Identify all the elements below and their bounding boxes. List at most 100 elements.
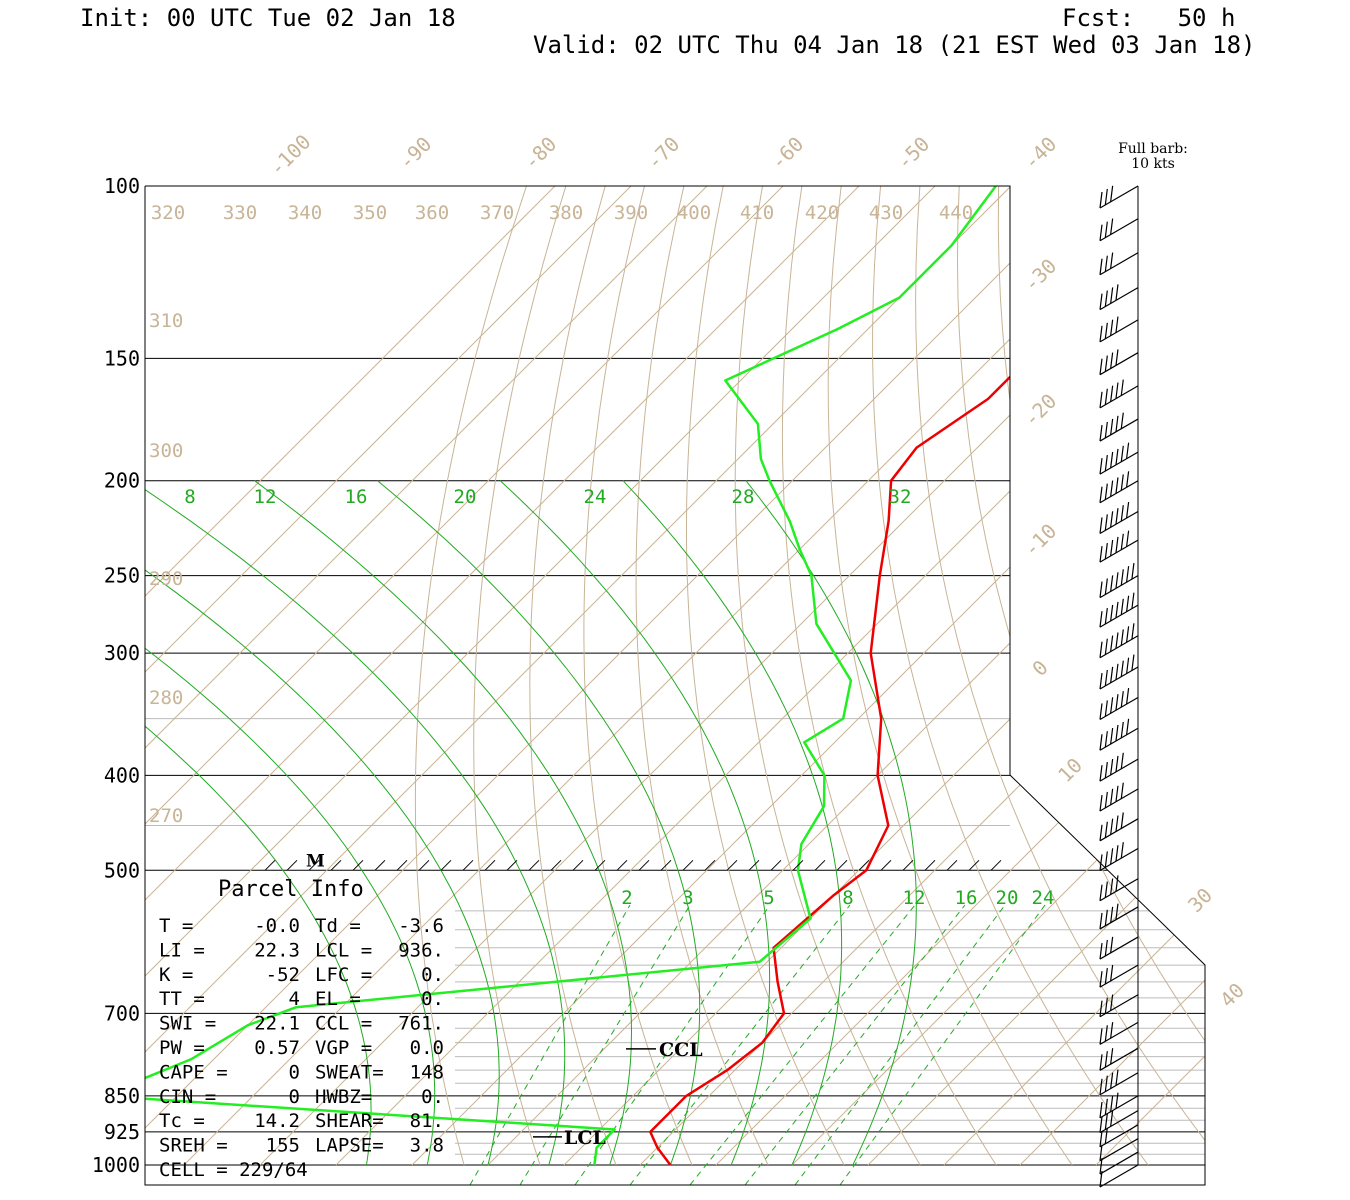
- parcel-row-label: CELL = 229/64: [159, 1159, 308, 1181]
- hatch-mark: [264, 859, 276, 871]
- barb-flag: [1131, 563, 1135, 580]
- parcel-row-label: K =: [159, 964, 193, 986]
- parcel-row-label: SREH =: [159, 1135, 228, 1157]
- barb-flag: [1126, 595, 1130, 612]
- barb-staff: [1099, 1110, 1139, 1134]
- hatch-mark: [704, 859, 716, 871]
- isotherm-label: -80: [519, 132, 562, 175]
- barb-staff: [1099, 1164, 1139, 1188]
- barb-flag: [1104, 255, 1108, 272]
- wind-barb: [1099, 782, 1139, 812]
- barb-flag: [1099, 258, 1103, 275]
- dewpoint-profile: [145, 186, 997, 1166]
- wind-barb: [1099, 592, 1139, 628]
- wind-barb: [1099, 812, 1139, 842]
- barb-flag: [1120, 842, 1124, 859]
- barb-staff: [1099, 451, 1139, 475]
- barb-flag: [1110, 1110, 1114, 1127]
- barb-flag: [1099, 358, 1103, 375]
- parcel-row-label: T =: [159, 915, 193, 937]
- barb-flag: [1099, 611, 1103, 628]
- barb-flag: [1115, 1092, 1119, 1109]
- parcel-row-value: 14.2: [254, 1110, 300, 1132]
- theta-label: 390: [614, 202, 648, 224]
- barb-flag: [1099, 765, 1103, 782]
- mixed-layer-marker: M: [306, 851, 325, 871]
- barb-staff: [1099, 878, 1139, 902]
- hatch-mark: [858, 859, 870, 871]
- dry-adiabat: [915, 186, 1205, 1166]
- parcel-row-value2: 936.: [398, 939, 444, 961]
- barb-flag: [1099, 424, 1103, 442]
- pressure-label-300: 300: [104, 641, 140, 665]
- barb-flag: [1120, 445, 1124, 462]
- pressure-label-200: 200: [104, 469, 140, 493]
- dry-adiabat: [1274, 186, 1350, 1165]
- moist-adiabat: [145, 480, 566, 1166]
- parcel-row-value: -52: [266, 964, 300, 986]
- isotherm-label: -90: [394, 132, 437, 175]
- theta-label: 330: [223, 202, 257, 224]
- barb-flag: [1110, 418, 1114, 435]
- isotherm-label: 40: [1215, 978, 1249, 1012]
- parcel-row: K = -52 LFC = 0.: [159, 964, 444, 986]
- barb-staff: [1099, 480, 1139, 504]
- hatch-mark: [924, 859, 936, 871]
- barb-flag: [1104, 1127, 1108, 1144]
- barb-flag: [1099, 971, 1103, 988]
- barb-flag: [1126, 471, 1130, 488]
- parcel-row-value: -0.0: [254, 915, 300, 937]
- isotherm-label: -100: [265, 130, 316, 181]
- barb-flag: [1099, 1078, 1103, 1095]
- mixing-ratio-label: 8: [842, 887, 853, 909]
- theta-label: 410: [740, 202, 774, 224]
- wind-barb: [1099, 903, 1139, 930]
- theta-label: 300: [149, 440, 183, 462]
- mixing-ratio-label: 16: [955, 887, 978, 909]
- wind-barb: [1099, 471, 1139, 504]
- wind-barb: [1099, 563, 1139, 599]
- parcel-row: SREH = 155 LAPSE= 3.8: [159, 1135, 444, 1157]
- mixing-ratio-label: 2: [621, 887, 632, 909]
- mixing-ratio-label: 12: [903, 887, 926, 909]
- barb-flag: [1099, 884, 1103, 901]
- parcel-row-label2: Td =: [315, 915, 361, 937]
- parcel-row-label: Tc =: [159, 1110, 205, 1132]
- parcel-row-label: LI =: [159, 939, 205, 961]
- parcel-row-label2: LCL =: [315, 939, 372, 961]
- parcel-row-value2: 81.: [410, 1110, 444, 1132]
- barb-staff: [1099, 758, 1139, 782]
- barb-flag: [1104, 1051, 1108, 1068]
- pressure-label-500: 500: [104, 858, 140, 882]
- barb-flag: [1115, 536, 1119, 553]
- dry-adiabat: [997, 186, 1205, 1166]
- barb-flag: [1110, 287, 1114, 304]
- barb-flag: [1099, 1130, 1103, 1147]
- parcel-row: T = -0.0 Td = -3.6: [159, 915, 444, 937]
- parcel-row-label: PW =: [159, 1037, 205, 1059]
- wind-barb: [1099, 964, 1139, 988]
- barb-staff: [1099, 1095, 1139, 1119]
- hatch-mark: [506, 859, 518, 871]
- parcel-row-value2: -3.6: [398, 915, 444, 937]
- barb-flag: [1120, 629, 1124, 646]
- parcel-row-value: 4: [289, 988, 300, 1010]
- barb-flag: [1099, 794, 1103, 812]
- barb-flag: [1104, 578, 1108, 595]
- barb-flag: [1099, 517, 1103, 534]
- mixing-ratio-line: [839, 904, 1046, 1185]
- dry-adiabat: [1313, 186, 1350, 1165]
- theta-label: 370: [480, 202, 514, 224]
- barb-flag: [1099, 824, 1103, 841]
- barb-flag: [1099, 1054, 1103, 1071]
- barb-flag: [1115, 448, 1119, 465]
- barb-flag: [1120, 379, 1124, 396]
- pressure-label-150: 150: [104, 346, 140, 370]
- barb-staff: [1099, 1021, 1139, 1045]
- barb-flag: [1099, 1101, 1103, 1118]
- moist-adiabat: [622, 480, 843, 1166]
- hatch-mark: [660, 859, 672, 871]
- wind-barb: [1099, 252, 1139, 276]
- isotherm-label: -70: [642, 132, 685, 175]
- barb-flag: [1120, 412, 1124, 429]
